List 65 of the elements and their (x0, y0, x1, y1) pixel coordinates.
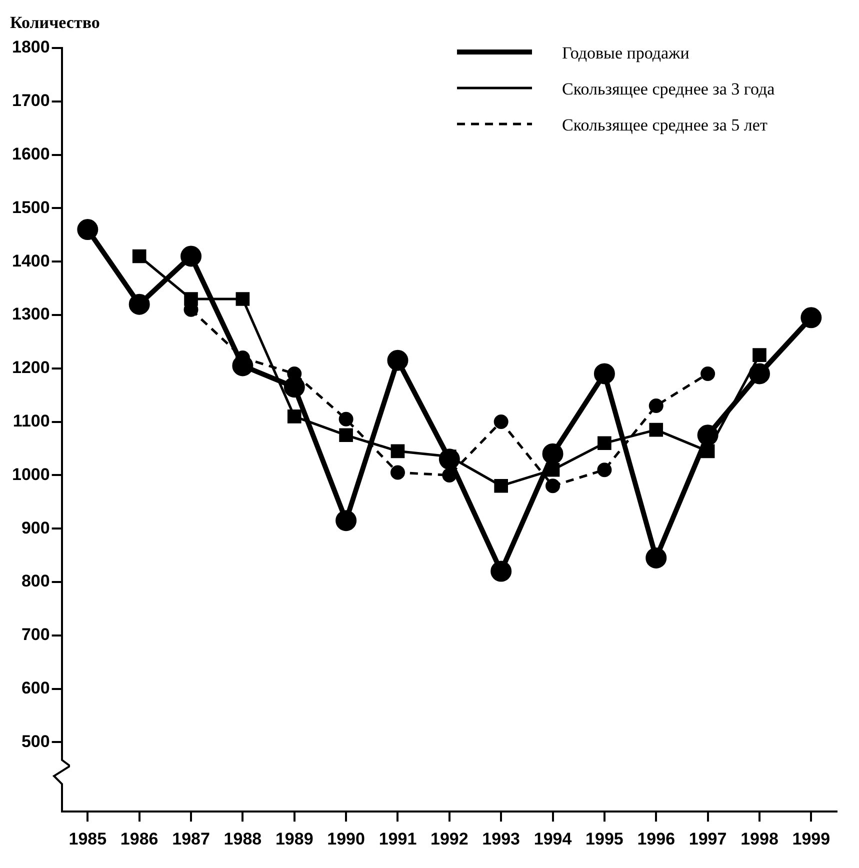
y-tick-label: 900 (21, 518, 50, 538)
point (387, 350, 408, 371)
y-tick-label: 1200 (12, 358, 50, 378)
x-tick-label: 1998 (740, 829, 778, 848)
x-tick-label: 1994 (534, 829, 572, 848)
point (442, 468, 457, 482)
point (284, 376, 305, 398)
point (748, 363, 770, 384)
y-tick-label: 800 (21, 572, 50, 591)
y-tick-label: 1400 (12, 251, 50, 270)
point (800, 307, 822, 328)
y-tick-label: 700 (21, 625, 50, 644)
y-tick-label: 1800 (12, 38, 50, 57)
point (490, 560, 512, 582)
legend-label: Скользящее среднее за 5 лет (562, 115, 768, 134)
point (338, 412, 354, 426)
y-tick-label: 500 (21, 732, 50, 751)
y-tick-label: 1700 (12, 91, 50, 110)
point (390, 465, 405, 480)
point (697, 424, 718, 446)
point (77, 219, 98, 240)
x-tick-label: 1995 (586, 829, 624, 848)
point (128, 294, 150, 315)
point (494, 478, 508, 493)
point (180, 246, 202, 267)
y-tick-label: 1600 (12, 144, 50, 164)
x-tick-label: 1999 (792, 829, 830, 848)
point (494, 414, 508, 430)
point (546, 462, 560, 477)
x-tick-label: 1988 (224, 829, 262, 848)
y-axis-title: Количество (10, 12, 100, 32)
y-tick-label: 600 (21, 678, 50, 698)
y-tick-label: 1300 (12, 304, 50, 324)
x-tick-label: 1985 (68, 829, 107, 848)
point (546, 478, 560, 494)
y-tick-label: 1500 (12, 198, 50, 217)
x-tick-label: 1990 (327, 829, 365, 848)
point (339, 428, 353, 442)
point (752, 348, 766, 362)
x-tick-label: 1991 (378, 829, 417, 848)
x-tick-label: 1987 (172, 829, 210, 848)
point (132, 249, 146, 264)
x-tick-label: 1986 (120, 829, 158, 848)
y-tick-label: 1100 (12, 411, 50, 430)
point (390, 444, 405, 458)
x-tick-label: 1996 (637, 829, 676, 848)
point (542, 443, 564, 464)
legend-label: Скользящее среднее за 3 года (562, 79, 776, 98)
point (597, 462, 612, 478)
point (646, 547, 667, 568)
x-tick-label: 1989 (275, 829, 314, 848)
point (700, 366, 716, 381)
x-tick-label: 1997 (688, 829, 727, 848)
point (649, 422, 664, 437)
point (336, 510, 357, 532)
point (236, 292, 250, 306)
point (287, 410, 302, 424)
x-tick-label: 1992 (430, 829, 468, 848)
x-tick-label: 1993 (482, 829, 520, 848)
point (700, 444, 715, 458)
y-tick-label: 1000 (12, 464, 50, 484)
point (594, 363, 615, 384)
point (648, 398, 664, 414)
point (598, 436, 612, 450)
legend-label: Годовые продажи (562, 43, 690, 62)
